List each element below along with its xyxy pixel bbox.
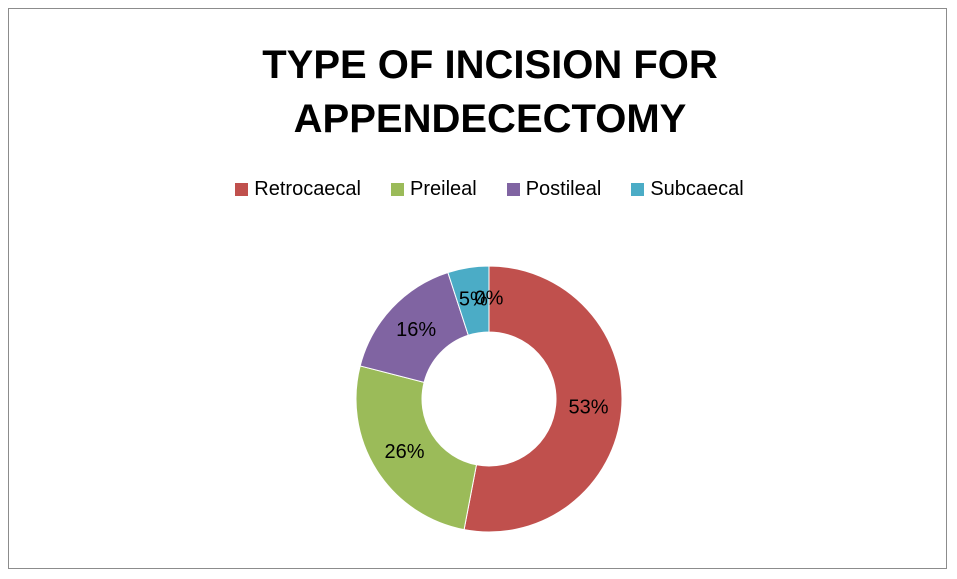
data-label: 16% (396, 319, 436, 341)
doughnut-slice (463, 265, 623, 533)
legend-item: Retrocaecal (235, 178, 361, 201)
doughnut-slice (447, 265, 490, 336)
chart-title: TYPE OF INCISION FOR APPENDECECTOMY (262, 43, 718, 141)
data-label: 0% (475, 287, 504, 309)
legend-swatch (391, 183, 404, 196)
data-label: 26% (385, 441, 425, 463)
legend-item: Subcaecal (631, 178, 744, 201)
chart-frame (8, 8, 947, 569)
legend-label: Preileal (410, 178, 477, 200)
legend: Retrocaecal Preileal Postileal Subcaecal (0, 178, 957, 201)
legend-swatch (235, 183, 249, 196)
legend-item: Preileal (391, 178, 477, 201)
data-label: 5% (459, 289, 488, 311)
legend-item: Postileal (506, 178, 602, 201)
legend-label: Postileal (525, 178, 602, 200)
data-label: 53% (569, 397, 609, 419)
legend-label: Retrocaecal (254, 178, 361, 200)
legend-swatch (631, 183, 645, 196)
doughnut-slice (355, 365, 478, 531)
legend-swatch (506, 183, 520, 196)
legend-label: Subcaecal (650, 178, 744, 200)
